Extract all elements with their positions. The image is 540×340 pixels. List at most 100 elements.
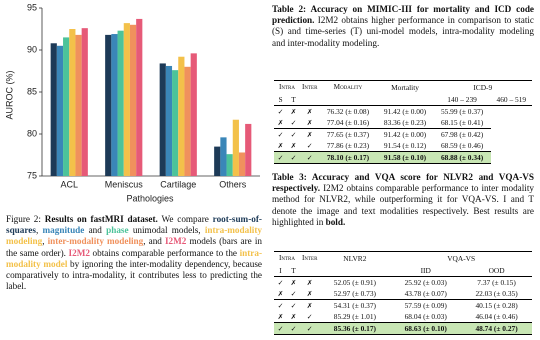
value-cell: 83.36 (± 0.23): [383, 118, 427, 127]
bar: [75, 34, 82, 176]
header-cell: Inter: [300, 80, 320, 93]
header-cell: Inter: [300, 251, 320, 264]
table-row: ✓ ✓ ✗ 77.65 (± 0.37) 91.42 (± 0.00) 67.98 (± …: [274, 128, 532, 140]
caption-text: , and: [143, 236, 165, 247]
header-cell: OOD: [461, 264, 532, 277]
caption-text: Results on fastMRI dataset.: [44, 214, 158, 224]
bar: [136, 18, 143, 177]
bar: [111, 34, 118, 176]
bar: [69, 29, 76, 176]
y-tick-label: 85: [27, 86, 37, 96]
check-cell: ✓: [287, 128, 300, 140]
figure-caption: Figure 2: Results on fastMRI dataset. We…: [6, 214, 262, 292]
check-cell: ✓: [300, 322, 320, 335]
check-cell: ✓: [274, 299, 287, 311]
header-cell: S: [274, 93, 287, 106]
check-cell: ✗: [290, 107, 297, 116]
x-axis-label: Pathologies: [126, 193, 174, 203]
bar: [245, 123, 252, 176]
bar: [226, 154, 233, 176]
check-cell: ✗: [306, 278, 313, 287]
table-row: ✗ ✓ ✗ 52.97 (± 0.73) 43.78 (± 0.07) 22.03 (± …: [274, 288, 532, 300]
table-row: ✓ ✓ ✓ 85.36 (± 0.17) 68.63 (± 0.10) 48.74 (± …: [274, 322, 532, 335]
bar: [214, 146, 221, 176]
caption-text: and: [84, 225, 107, 236]
caption-text: by ignoring the inter-modality dependenc…: [6, 258, 262, 292]
check-cell: ✓: [306, 141, 313, 150]
value-cell: 52.97 (± 0.73): [333, 289, 376, 298]
value-cell: 91.42 (± 0.00): [383, 107, 427, 116]
caption-text: I2M2: [164, 236, 187, 247]
caption-text: We compare: [157, 214, 213, 224]
caption-text: intra-modality modeling: [6, 225, 262, 247]
value-cell: 55.99 (± 0.37): [440, 107, 484, 116]
bar: [232, 119, 239, 176]
value-cell: 85.36 (± 0.17): [319, 322, 391, 335]
caption-text: bold.: [325, 216, 346, 227]
bar: [63, 37, 70, 177]
y-tick-label: 75: [27, 170, 37, 180]
y-tick-label: 95: [27, 2, 37, 12]
bar: [56, 45, 64, 176]
subheader-row: I T IID OOD: [274, 264, 532, 277]
header-cell: Intra: [274, 251, 300, 264]
check-cell: ✓: [290, 118, 297, 127]
value-cell: 91.58 (± 0.10): [376, 151, 434, 164]
check-cell: ✗: [306, 118, 313, 127]
check-cell: ✓: [306, 312, 313, 321]
value-cell: 91.54 (± 0.12): [383, 141, 427, 150]
caption-text: inter-modality modeling: [47, 236, 144, 247]
caption-text: I2M2 obtains comparable performance to i…: [272, 183, 534, 227]
caption-text: I2M2: [68, 247, 90, 258]
header-row: Intra Inter Modality Mortality ICD-9: [274, 80, 532, 93]
table: Intra Inter Modality Mortality ICD-9 S T…: [274, 80, 532, 164]
check-cell: ✓: [274, 151, 287, 164]
check-cell: ✓: [287, 299, 300, 311]
value-cell: 48.74 (± 0.27): [461, 322, 532, 335]
check-cell: ✗: [306, 289, 313, 298]
bar: [81, 28, 88, 176]
check-cell: ✗: [290, 312, 297, 321]
check-cell: ✓: [277, 278, 284, 287]
header-cell: NLVR2: [319, 251, 391, 264]
value-cell: 77.86 (± 0.23): [326, 141, 370, 150]
header-cell: T: [287, 264, 300, 277]
table-row: ✓ ✗ ✗ 76.32 (± 0.08) 91.42 (± 0.00) 55.99 (± …: [274, 106, 532, 118]
table-row: ✓ ✓ ✓ 78.10 (± 0.17) 91.58 (± 0.10) 68.88 (± …: [274, 151, 532, 164]
value-cell: 78.10 (± 0.17): [319, 151, 377, 164]
check-cell: ✗: [277, 289, 284, 298]
value-cell: 76.32 (± 0.08): [326, 107, 370, 116]
caption-text: Table 2:: [272, 4, 311, 14]
header-cell: I: [274, 264, 287, 277]
bar: [117, 30, 124, 177]
caption-text: Table 3:: [272, 172, 312, 182]
header-cell: Modality: [319, 80, 377, 93]
check-cell: ✓: [274, 322, 287, 335]
header-cell: VQA-VS: [390, 251, 532, 264]
caption-text: unimodal models,: [128, 225, 205, 236]
header-cell: 140 – 239: [433, 93, 491, 106]
y-axis-label: AUROC (%): [4, 70, 14, 119]
bar: [159, 63, 166, 176]
bar: [172, 70, 179, 176]
bar: [165, 65, 173, 176]
check-cell: ✗: [306, 107, 313, 116]
table-row: ✗ ✓ ✗ 77.04 (± 0.16) 83.36 (± 0.23) 68.15 (± …: [274, 117, 532, 129]
caption-text: root-sum-of-squares: [6, 214, 262, 236]
value-cell: 68.59 (± 0.46): [440, 141, 484, 150]
caption-text: magnitude: [42, 225, 85, 236]
value-cell: 57.59 (± 0.09): [390, 299, 462, 311]
bar: [105, 34, 112, 176]
check-cell: ✗: [277, 312, 284, 321]
caption-text: Figure 2:: [6, 214, 45, 224]
table: Intra Inter NLVR2 VQA-VS I T IID OOD ✓ ✗ ✗…: [274, 251, 532, 335]
table-row: ✓ ✓ ✗ 54.31 (± 0.37) 57.59 (± 0.09) 40.15 (± …: [274, 299, 532, 311]
header-cell: Intra: [274, 80, 300, 93]
x-tick-label: Meniscus: [105, 179, 144, 189]
table-row: ✓ ✗ ✗ 52.05 (± 0.91) 25.92 (± 0.03) 7.37 (± 0…: [274, 277, 532, 289]
header-cell: ICD-9: [433, 80, 532, 93]
header-cell: Mortality: [376, 80, 434, 93]
caption-text: intra-modality model: [6, 247, 263, 269]
y-tick-label: 80: [27, 128, 37, 138]
bar: [123, 23, 130, 177]
